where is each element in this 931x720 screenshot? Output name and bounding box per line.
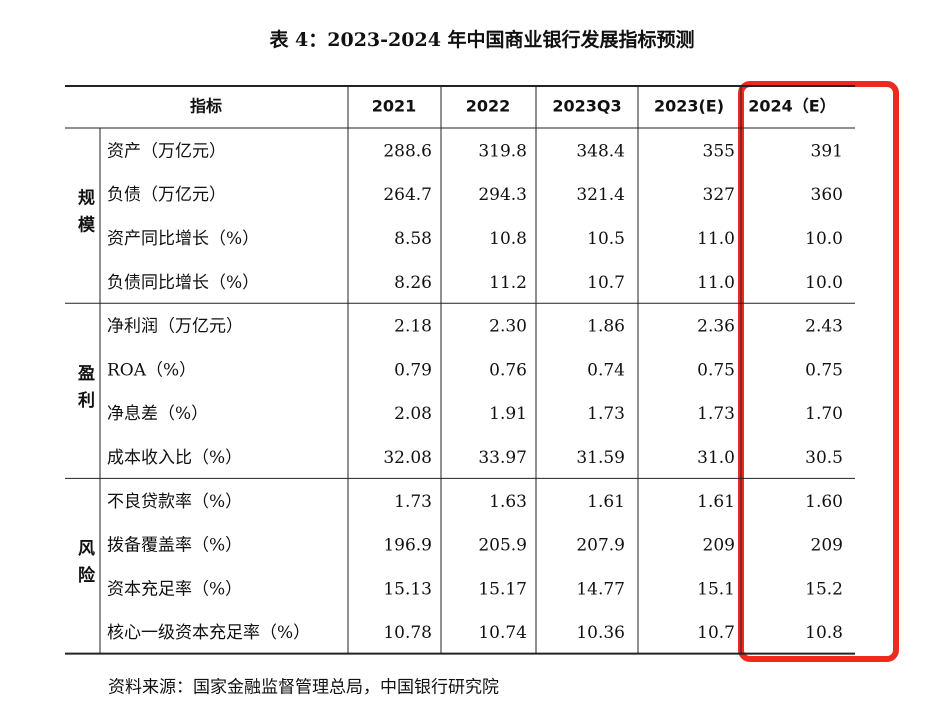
cell-value: 31.59 xyxy=(576,448,625,468)
indicator-label: 拨备覆盖率（%） xyxy=(107,536,242,556)
cell-value: 14.77 xyxy=(576,579,625,599)
cell-value: 288.6 xyxy=(383,141,432,161)
indicator-label: 资产同比增长（%） xyxy=(107,229,259,249)
cell-value: 1.73 xyxy=(587,404,625,424)
cell-value: 0.79 xyxy=(394,360,432,380)
cell-value: 0.74 xyxy=(587,360,625,380)
header-cell: 2021 xyxy=(372,97,417,116)
cell-value: 1.73 xyxy=(697,404,735,424)
cell-value: 8.58 xyxy=(394,229,432,249)
cell-value: 321.4 xyxy=(576,185,625,205)
indicator-label: 负债（万亿元） xyxy=(107,185,226,205)
cell-value: 209 xyxy=(703,536,735,556)
cell-value: 1.63 xyxy=(489,492,527,512)
cell-value: 1.70 xyxy=(805,404,843,424)
cell-value: 360 xyxy=(811,185,843,205)
cell-value: 10.0 xyxy=(805,273,843,293)
cell-value: 2.43 xyxy=(805,317,843,337)
cell-value: 391 xyxy=(811,141,843,161)
cell-value: 2.30 xyxy=(489,317,527,337)
cell-value: 1.91 xyxy=(489,404,527,424)
cell-value: 0.76 xyxy=(489,360,527,380)
cell-value: 2.08 xyxy=(394,404,432,424)
cell-value: 2.18 xyxy=(394,317,432,337)
indicator-label: 资本充足率（%） xyxy=(107,579,242,599)
cell-value: 10.36 xyxy=(576,623,625,643)
cell-value: 1.60 xyxy=(805,492,843,512)
cell-value: 15.17 xyxy=(478,579,527,599)
group-label: 规模 xyxy=(74,189,95,243)
group-label: 盈利 xyxy=(74,364,96,418)
header-cell: 2023(E) xyxy=(654,97,724,116)
indicator-label: 不良贷款率（%） xyxy=(107,492,242,512)
cell-value: 11.2 xyxy=(489,273,527,293)
indicator-label: 资产（万亿元） xyxy=(107,141,226,161)
table-title: 表 4：2023-2024 年中国商业银行发展指标预测 xyxy=(269,28,694,51)
cell-value: 10.0 xyxy=(805,229,843,249)
indicator-label: 净利润（万亿元） xyxy=(107,317,243,337)
header-cell: 2023Q3 xyxy=(552,97,621,116)
indicator-label: 成本收入比（%） xyxy=(107,448,242,468)
header-cell: 2022 xyxy=(466,97,511,116)
cell-value: 10.8 xyxy=(489,229,527,249)
cell-value: 11.0 xyxy=(697,229,735,249)
cell-value: 10.7 xyxy=(697,623,735,643)
header-cell: 2024（E） xyxy=(748,97,835,116)
cell-value: 8.26 xyxy=(394,273,432,293)
cell-value: 355 xyxy=(703,141,735,161)
cell-value: 1.61 xyxy=(697,492,735,512)
cell-value: 0.75 xyxy=(697,360,735,380)
cell-value: 264.7 xyxy=(383,185,432,205)
cell-value: 10.7 xyxy=(587,273,625,293)
cell-value: 31.0 xyxy=(697,448,735,468)
cell-value: 10.8 xyxy=(805,623,843,643)
cell-value: 196.9 xyxy=(383,536,432,556)
indicator-label: 净息差（%） xyxy=(107,404,208,424)
cell-value: 294.3 xyxy=(478,185,527,205)
cell-value: 1.61 xyxy=(587,492,625,512)
cell-value: 205.9 xyxy=(478,536,527,556)
cell-value: 327 xyxy=(703,185,735,205)
cell-value: 10.5 xyxy=(587,229,625,249)
cell-value: 1.73 xyxy=(394,492,432,512)
indicator-label: 核心一级资本充足率（%） xyxy=(107,623,310,643)
indicator-label: 负债同比增长（%） xyxy=(107,273,259,293)
indicator-label: ROA（%） xyxy=(107,360,196,380)
header-cell: 指标 xyxy=(190,97,222,116)
cell-value: 10.78 xyxy=(383,623,432,643)
cell-value: 30.5 xyxy=(805,448,843,468)
cell-value: 15.13 xyxy=(383,579,432,599)
cell-value: 15.2 xyxy=(805,579,843,599)
cell-value: 2.36 xyxy=(697,317,735,337)
cell-value: 1.86 xyxy=(587,317,625,337)
source-note: 资料来源：国家金融监督管理总局，中国银行研究院 xyxy=(108,678,499,698)
cell-value: 348.4 xyxy=(576,141,625,161)
cell-value: 209 xyxy=(811,536,843,556)
cell-value: 10.74 xyxy=(478,623,527,643)
cell-value: 11.0 xyxy=(697,273,735,293)
cell-value: 32.08 xyxy=(383,448,432,468)
cell-value: 15.1 xyxy=(697,579,735,599)
cell-value: 207.9 xyxy=(576,536,625,556)
cell-value: 319.8 xyxy=(478,141,527,161)
cell-value: 33.97 xyxy=(478,448,527,468)
cell-value: 0.75 xyxy=(805,360,843,380)
group-label: 风险 xyxy=(74,539,95,593)
